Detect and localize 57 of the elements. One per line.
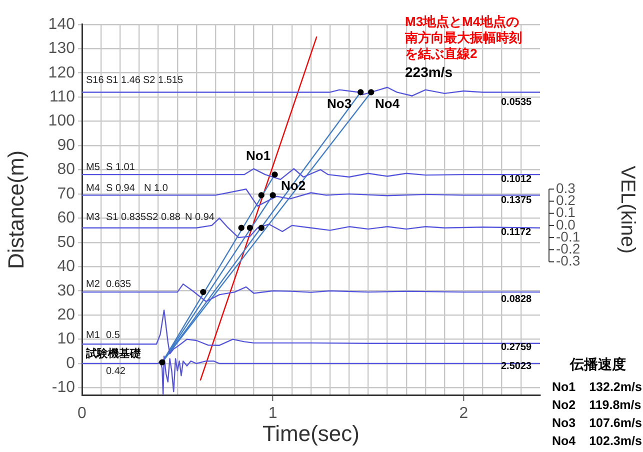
annotation: 0.0535 <box>501 96 532 109</box>
x-tick-label: 0 <box>78 405 87 422</box>
annotation: M5 <box>86 162 100 174</box>
y-tick-label: 140 <box>48 16 76 33</box>
y2-axis-title: VEL(kine) <box>616 166 638 254</box>
x-tick-label: 2 <box>459 405 468 422</box>
annotation: M2 <box>86 278 100 291</box>
annotation: 0.5 <box>106 330 120 342</box>
text: No4 102.3m/s <box>552 434 642 449</box>
annotation: N 1.0 <box>144 182 168 195</box>
annotation: S1 1.46 <box>106 75 140 88</box>
y-tick-label: -10 <box>52 379 76 396</box>
annotation: S2 1.515 <box>143 75 184 88</box>
annotation: 0.42 <box>106 366 126 378</box>
annotation: No4 <box>375 96 400 112</box>
y-tick-label: 120 <box>48 64 76 82</box>
y-tick-label: 130 <box>48 40 76 58</box>
y-tick-label: 90 <box>57 136 76 154</box>
annotation: 試験機基礎 <box>86 348 141 362</box>
annotation: S2 0.88 <box>146 212 180 224</box>
y-tick-label: 110 <box>49 88 76 106</box>
x-tick-label: 1 <box>268 405 278 422</box>
text: No3 107.6m/s <box>552 416 642 431</box>
y-axis-title: Distance(m) <box>3 150 28 269</box>
y-tick-label: 80 <box>57 161 76 178</box>
annotation: 0.1172 <box>501 227 532 240</box>
annotation: M3地点とM4地点の南方向最大振幅時刻を結ぶ直線2 <box>405 14 523 62</box>
x-axis-title: Time(sec) <box>262 420 360 446</box>
annotation: No1 <box>246 148 271 164</box>
annotation: M3 <box>86 212 100 224</box>
annotation: S 0.94 <box>106 182 135 195</box>
annotation: No3 <box>327 96 352 112</box>
y-tick-label: 0 <box>66 354 76 372</box>
y-tick-label: 50 <box>57 234 76 251</box>
annotation: 0.0828 <box>501 294 532 306</box>
annotation: S16 <box>86 75 104 88</box>
text: No2 119.8m/s <box>552 398 642 413</box>
annotation: 2.5023 <box>501 360 532 373</box>
y-tick-label: 70 <box>57 185 76 202</box>
annotation: 0.635 <box>106 278 132 291</box>
y-tick-label: 20 <box>57 306 76 324</box>
annotation: S 1.01 <box>106 162 135 174</box>
text: No1 132.2m/s <box>552 380 642 395</box>
annotation: M4 <box>86 182 100 195</box>
annotation: S1 0.835 <box>106 212 146 224</box>
y-tick-label: 10 <box>57 330 76 348</box>
annotation: 223m/s <box>405 64 452 81</box>
y-tick-label: 100 <box>48 112 76 130</box>
annotation: 0.2759 <box>501 342 532 354</box>
annotation: 0.1012 <box>501 174 532 186</box>
y-tick-label: 40 <box>57 258 76 276</box>
text: 伝播速度 <box>570 356 626 373</box>
annotation: M1 <box>86 330 100 342</box>
annotation: 0.1375 <box>501 195 532 208</box>
y-tick-label: 30 <box>57 282 76 300</box>
y-tick-label: 60 <box>57 210 76 227</box>
annotation: N 0.94 <box>185 212 214 224</box>
